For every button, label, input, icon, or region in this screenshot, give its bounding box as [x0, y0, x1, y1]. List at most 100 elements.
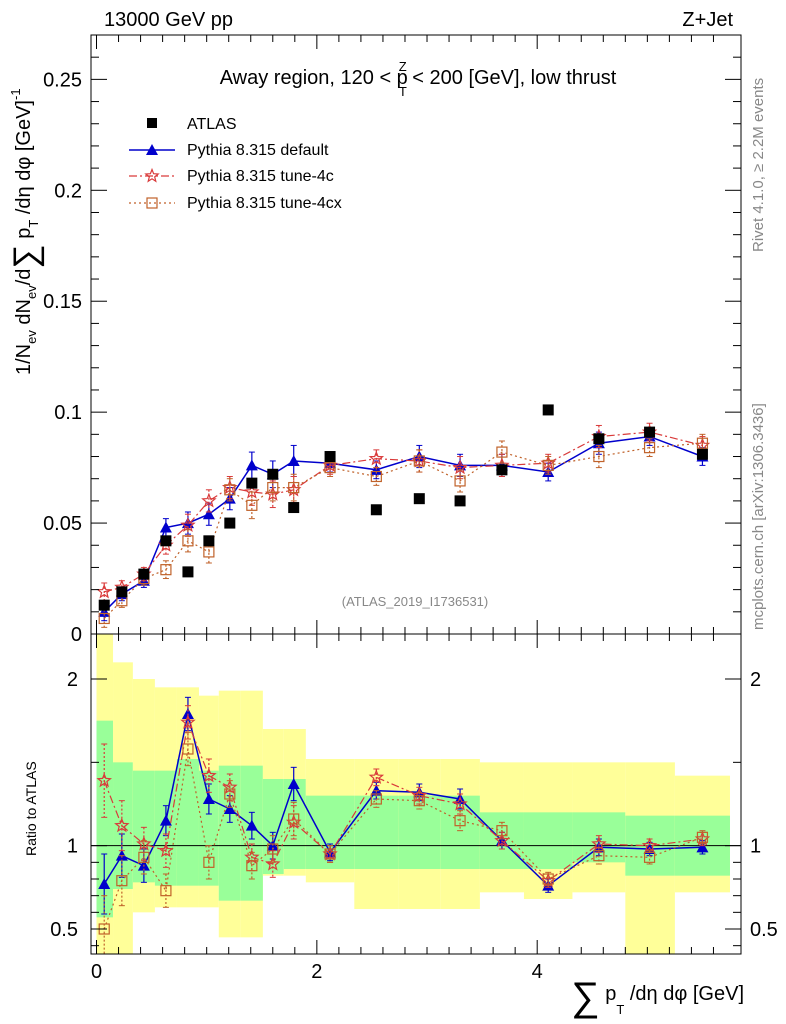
y-tick-label: 0.1 [54, 402, 82, 424]
main-default-point [287, 454, 300, 466]
axis-ticks [91, 34, 741, 954]
x-tick-label: 2 [311, 961, 322, 983]
atlas-data-point [644, 426, 656, 438]
ratio-default-point [159, 814, 172, 826]
ratio-tune-4cx-point [324, 848, 336, 860]
ratio-tune-4cx-point [138, 851, 150, 863]
atlas-data-point [413, 493, 425, 505]
main-tune-4c-point [180, 517, 196, 532]
atlas-data-point [203, 535, 215, 547]
atlas-data-point [696, 448, 708, 460]
ratio-tune-4c-point [114, 817, 130, 833]
ratio-tune-4c-point [641, 837, 658, 853]
ratio-tune-4c-point [158, 842, 174, 858]
ratio-tune-4c-point [265, 855, 281, 871]
ratio-tune-4c-point [136, 835, 152, 851]
main-tune-4c-line [104, 431, 703, 593]
y-tick-label: 0.15 [43, 291, 82, 313]
ratio-panel-marks [96, 696, 711, 955]
legend-label-tune-4cx: Pythia 8.315 tune-4cx [187, 195, 342, 212]
ratio-tune-4c-point [180, 714, 196, 729]
ratio-tune-4cx-point [542, 873, 554, 885]
ratio-tune-4cx-point [370, 793, 382, 805]
y-tick-label: 0 [71, 624, 82, 646]
atlas-data-point [267, 468, 279, 480]
main-tune-4cx-point [643, 442, 656, 454]
axis-tick-labels: 0 2 4 0 0.05 0.1 0.15 0.2 0.25 0.5 0.5 1 1 2 2 [43, 69, 778, 983]
atlas-data-point [496, 464, 508, 476]
atlas-data-point [224, 517, 236, 529]
ratio-tune-4cx-point [593, 850, 605, 862]
main-tune-4cx-point [370, 470, 382, 483]
ratio-tune-4c-point [494, 832, 510, 848]
y-tick-label: 0.2 [54, 180, 82, 202]
main-tune-4cx-point [324, 462, 336, 474]
ratio-tune-4cx-point [454, 815, 466, 827]
ratio-y-axis-label: Ratio to ATLAS [23, 761, 39, 856]
chart-title: Away region, 120 < p TZ < 200 [GeV], low … [220, 59, 617, 99]
y-axis-label: 1/Nev dNev/d∑ pT /dη dφ [GeV]-1 [7, 88, 45, 375]
main-tune-4cx-point [593, 450, 605, 463]
legend-marker-atlas [147, 118, 157, 128]
ratio-tune-4cx-point [116, 875, 128, 887]
main-tune-4c-point [96, 583, 112, 599]
ratio-y-tick-label-left: 0.5 [50, 919, 78, 941]
ratio-default-point [98, 878, 111, 889]
atlas-data-point [182, 566, 194, 578]
ratio-tune-4c-point [96, 772, 112, 788]
main-tune-4cx-point [288, 481, 300, 494]
ratio-tune-4cx-point [413, 795, 425, 807]
ratio-tune-4cx-point [288, 813, 300, 825]
ratio-default-point [287, 778, 300, 789]
ratio-y-tick-label-left: 2 [67, 669, 78, 691]
analysis-id-label: (ATLAS_2019_I1736531) [342, 594, 488, 609]
atlas-data-point [324, 451, 336, 463]
atlas-data-point [593, 433, 605, 445]
main-panel-marks [96, 404, 711, 628]
energy-label: 13000 GeV pp [104, 9, 233, 31]
ratio-default-point [696, 841, 709, 853]
x-axis-label: ∑ pT /dη dφ [GeV] [571, 975, 744, 1019]
atlas-data-point [98, 599, 110, 611]
ratio-default-point [202, 793, 215, 804]
legend-label-atlas: ATLAS [187, 116, 237, 133]
stat-uncertainty-band [398, 795, 441, 869]
x-tick-label: 0 [91, 961, 102, 983]
ratio-tune-4cx-point [246, 860, 258, 872]
ratio-y-tick-label-right: 0.5 [750, 919, 778, 941]
main-tune-4cx-point [224, 484, 236, 496]
main-tune-4cx-point [496, 446, 508, 458]
main-tune-4cx-point [98, 612, 110, 625]
main-tune-4cx-point [413, 455, 425, 467]
main-tune-4cx-point [267, 481, 279, 494]
atlas-data-point [116, 586, 128, 598]
main-tune-4cx-line [103, 442, 703, 619]
y-tick-label: 0.05 [43, 513, 82, 535]
rivet-version-label: Rivet 4.1.0, ≥ 2.2M events [750, 78, 767, 252]
ratio-tune-4c-point [201, 767, 217, 783]
ratio-y-tick-label-left: 1 [67, 836, 78, 858]
atlas-data-point [542, 404, 554, 416]
stat-uncertainty-band [113, 762, 133, 889]
y-tick-label: 0.25 [43, 69, 82, 91]
main-default-point [202, 508, 215, 520]
stat-uncertainty-band [176, 759, 199, 886]
legend-marker-tune-4c [144, 167, 160, 183]
ratio-tune-4cx-point [496, 825, 508, 837]
ratio-default-point [245, 819, 258, 831]
atlas-data-point [370, 504, 382, 516]
ratio-y-tick-label-right: 2 [750, 669, 761, 691]
legend: ATLAS Pythia 8.315 default Pythia 8.315 … [129, 116, 342, 212]
legend-label-default: Pythia 8.315 default [187, 142, 329, 159]
main-tune-4cx-point [454, 475, 466, 487]
mcplots-credit-label: mcplots.cern.ch [arXiv:1306.3436] [750, 403, 767, 630]
main-tune-4cx-point [696, 437, 709, 449]
ratio-tune-4cx-point [696, 831, 709, 843]
ratio-tune-4c-point [368, 769, 385, 784]
main-tune-4cx-point [246, 499, 258, 511]
main-tune-4c-point [368, 450, 385, 466]
stat-uncertainty-band [354, 795, 399, 869]
stat-uncertainty-band [523, 812, 573, 869]
ratio-default-point [181, 708, 194, 719]
